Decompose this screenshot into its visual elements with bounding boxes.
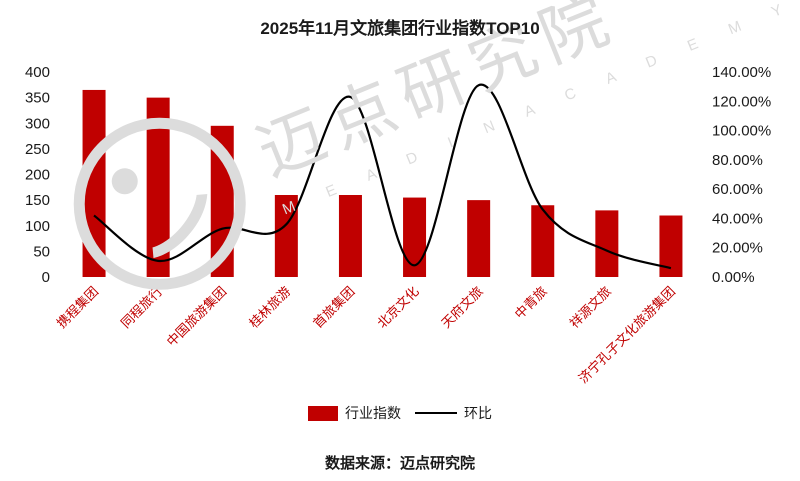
- chart-title: 2025年11月文旅集团行业指数TOP10: [260, 19, 540, 38]
- y-right-tick-label: 20.00%: [712, 240, 763, 257]
- y-right-tick-label: 0.00%: [712, 269, 755, 286]
- y-right-tick-label: 60.00%: [712, 181, 763, 198]
- bar: [467, 200, 491, 277]
- y-left-tick-label: 250: [25, 141, 50, 158]
- y-right-tick-label: 120.00%: [712, 93, 771, 110]
- y-left-tick-label: 50: [33, 243, 50, 260]
- y-right-tick-label: 80.00%: [712, 152, 763, 169]
- x-category-label: 携程集团: [54, 284, 101, 331]
- y-right-tick-label: 40.00%: [712, 210, 763, 227]
- y-left-tick-label: 150: [25, 192, 50, 209]
- bar: [659, 215, 683, 277]
- legend-line-swatch-icon: [415, 412, 457, 414]
- legend-bar-label: 行业指数: [345, 405, 401, 421]
- legend-item-bar: 行业指数: [308, 403, 401, 423]
- x-category-label: 桂林旅游: [246, 284, 293, 331]
- y-right-tick-label: 100.00%: [712, 123, 771, 140]
- x-category-label: 同程旅行: [118, 284, 165, 331]
- chart-legend: 行业指数 环比: [0, 403, 800, 423]
- x-category-label: 中青旅: [512, 284, 550, 322]
- y-left-tick-label: 200: [25, 167, 50, 184]
- data-source-note: 数据来源：迈点研究院: [324, 455, 475, 472]
- bar: [210, 125, 234, 277]
- bar: [595, 210, 619, 277]
- y-left-tick-label: 350: [25, 90, 50, 107]
- bar: [531, 205, 555, 277]
- x-category-label: 祥源文旅: [567, 284, 614, 331]
- x-category-label: 首旅集团: [310, 284, 357, 331]
- legend-item-line: 环比: [415, 403, 492, 423]
- y-right-tick-label: 140.00%: [712, 64, 771, 81]
- bar: [82, 89, 106, 277]
- bar: [338, 195, 362, 277]
- y-left-tick-label: 0: [42, 269, 50, 286]
- y-left-tick-label: 100: [25, 218, 50, 235]
- y-left-tick-label: 400: [25, 64, 50, 81]
- x-category-label: 中国旅游集团: [164, 284, 230, 350]
- legend-line-label: 环比: [464, 405, 492, 421]
- y-left-tick-label: 300: [25, 115, 50, 132]
- ratio-line: [93, 83, 672, 270]
- x-category-label: 北京文化: [374, 284, 421, 331]
- bar: [403, 197, 427, 277]
- x-category-label: 天府文旅: [438, 284, 485, 331]
- bar: [146, 97, 170, 277]
- bar: [274, 195, 298, 277]
- legend-bar-swatch-icon: [308, 405, 338, 421]
